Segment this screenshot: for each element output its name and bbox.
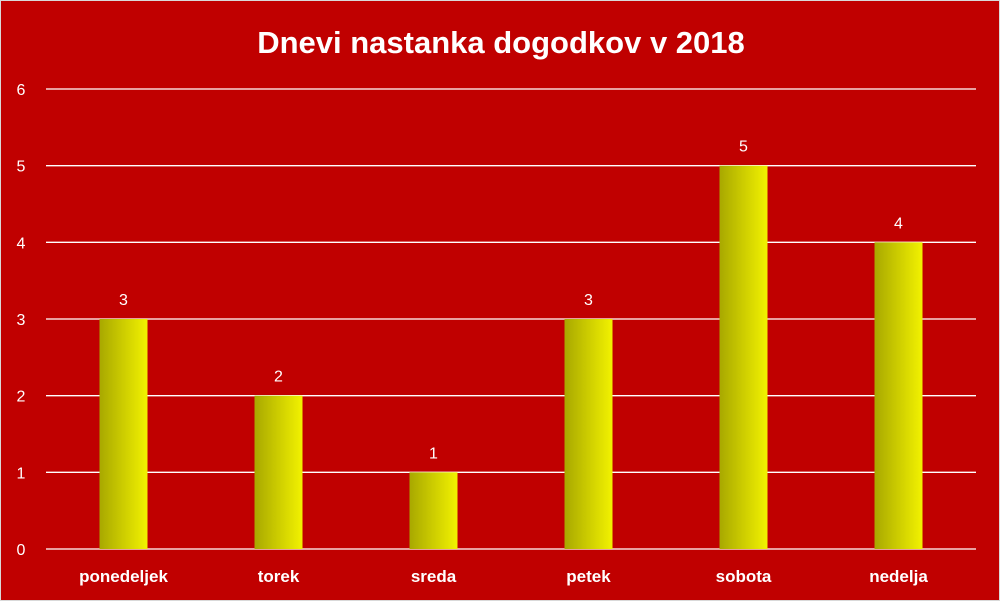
- y-axis-tick-labels: 0 1 2 3 4 5 6: [17, 82, 26, 559]
- bar-nedelja: [874, 242, 923, 550]
- y-tick-label: 4: [17, 235, 26, 252]
- data-label-petek: 3: [584, 292, 593, 309]
- bars: [99, 165, 923, 550]
- bar-sobota: [719, 165, 768, 549]
- y-tick-label: 3: [17, 312, 26, 329]
- x-tick-label-ponedeljek: ponedeljek: [79, 567, 168, 586]
- data-label-sobota: 5: [739, 139, 748, 156]
- x-tick-label-petek: petek: [566, 567, 611, 586]
- x-tick-label-sobota: sobota: [716, 567, 772, 586]
- data-label-torek: 2: [274, 369, 283, 386]
- y-tick-label: 6: [17, 82, 26, 99]
- y-tick-label: 1: [17, 465, 26, 482]
- data-label-ponedeljek: 3: [119, 292, 128, 309]
- x-axis-tick-labels: ponedeljek torek sreda petek sobota nedelja: [79, 567, 928, 586]
- bar-ponedeljek: [99, 319, 148, 549]
- data-label-sreda: 1: [429, 445, 438, 462]
- bar-petek: [564, 319, 613, 549]
- x-tick-label-torek: torek: [258, 567, 300, 586]
- gridlines: [46, 88, 976, 550]
- y-tick-label: 2: [17, 389, 26, 406]
- bar-torek: [254, 395, 303, 549]
- y-tick-label: 0: [17, 542, 26, 559]
- data-label-nedelja: 4: [894, 215, 903, 232]
- data-labels: 3 2 1 3 5 4: [119, 139, 903, 463]
- y-tick-label: 5: [17, 159, 26, 176]
- chart-title: Dnevi nastanka dogodkov v 2018: [257, 25, 745, 60]
- x-tick-label-sreda: sreda: [411, 567, 457, 586]
- bar-sreda: [409, 472, 458, 549]
- x-tick-label-nedelja: nedelja: [869, 567, 928, 586]
